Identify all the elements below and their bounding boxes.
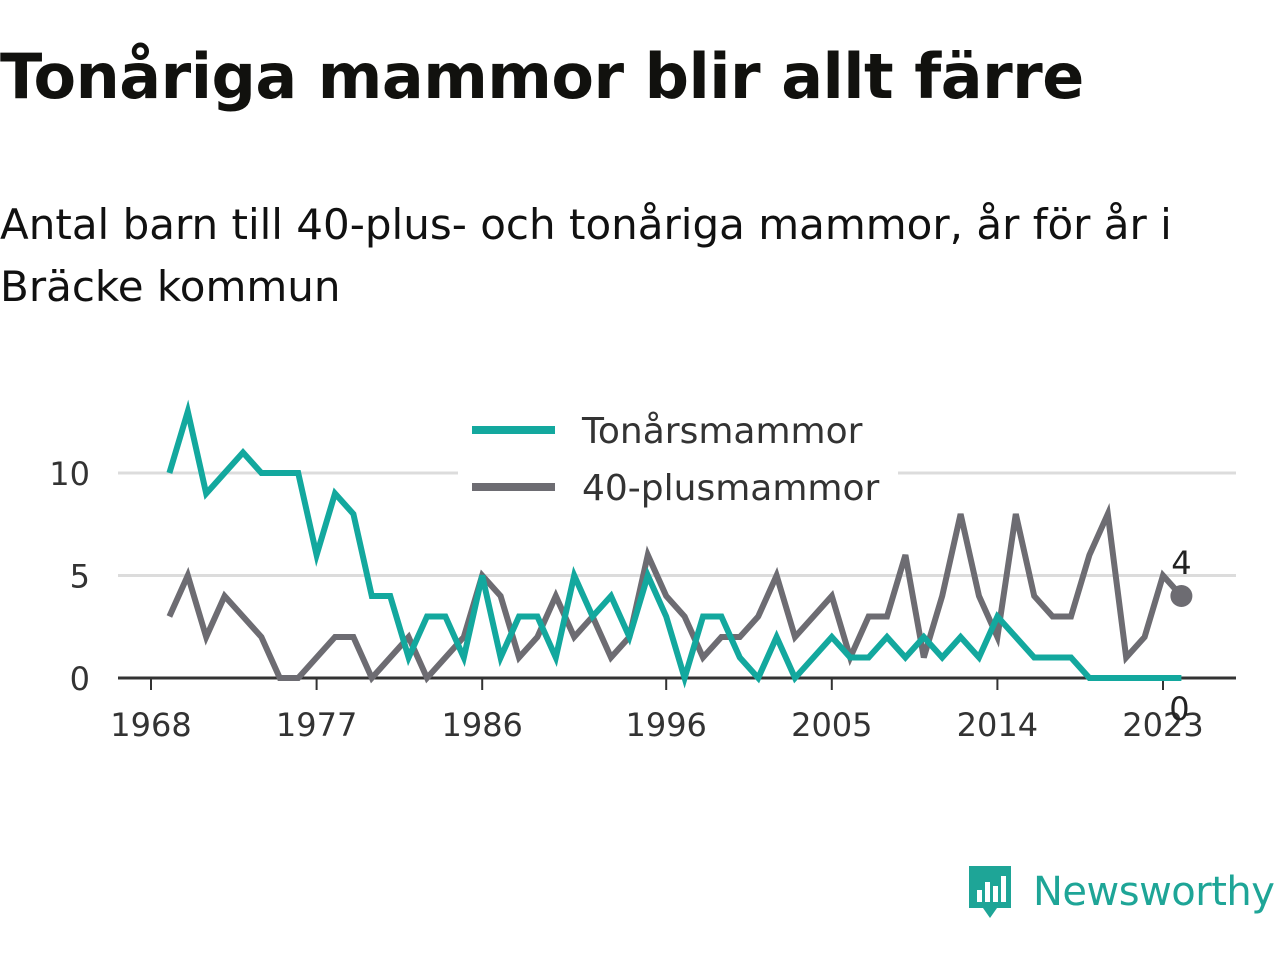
x-axis: 1968 1977 1986 1996 2005 2014 2023 (110, 676, 1236, 744)
legend-background (458, 405, 898, 523)
series-lines (166, 399, 1184, 689)
x-tick-label: 1996 (625, 706, 706, 744)
end-label-40-plusmammor: 4 (1171, 544, 1191, 582)
series-line-40-plusmammor (166, 503, 1184, 684)
chart-subtitle: Antal barn till 40-plus- och tonåriga ma… (0, 200, 1172, 311)
y-tick-label: 10 (49, 455, 90, 493)
x-tick-label: 2005 (791, 706, 872, 744)
legend-label-40-plusmammor: 40-plusmammor (582, 468, 880, 509)
x-tick-label: 2014 (957, 706, 1038, 744)
chart-title: Tonåriga mammor blir allt färre (0, 40, 1084, 113)
newsworthy-brand: Newsworthy (965, 862, 1275, 922)
end-marker-40-plusmammor (1170, 585, 1193, 607)
newsworthy-logo-icon (969, 866, 1011, 918)
x-tick-label: 1968 (110, 706, 191, 744)
legend-label-tonarsmammor: Tonårsmammor (581, 411, 863, 452)
x-tick-label: 2023 (1122, 706, 1203, 744)
brand-name: Newsworthy (1033, 869, 1275, 915)
legend: Tonårsmammor 40-plusmammor (458, 405, 898, 523)
y-tick-label: 5 (70, 558, 90, 596)
end-labels: 40 (1169, 544, 1193, 728)
y-tick-label: 0 (70, 660, 90, 698)
series-line-tonarsmammor (166, 399, 1182, 689)
end-label-tonarsmammor: 0 (1169, 690, 1189, 728)
y-axis-ticks: 0 5 10 (49, 455, 90, 698)
x-tick-label: 1977 (276, 706, 357, 744)
x-tick-label: 1986 (441, 706, 522, 744)
